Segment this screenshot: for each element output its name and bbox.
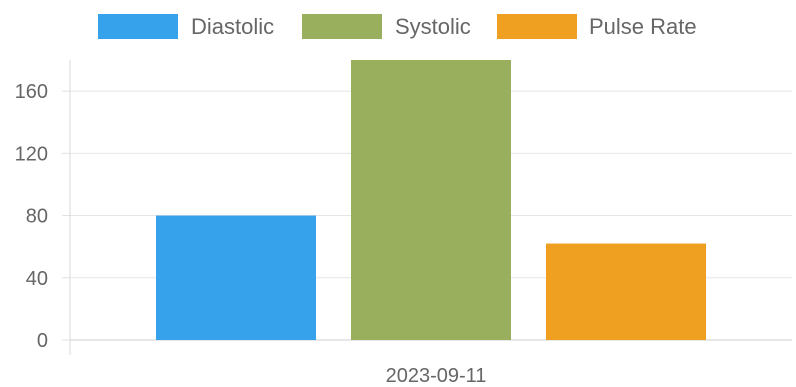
legend-swatch-diastolic[interactable] bbox=[98, 14, 178, 39]
bar-systolic[interactable] bbox=[351, 60, 511, 340]
bars bbox=[156, 60, 706, 340]
y-axis: 0 40 80 120 160 bbox=[15, 60, 71, 355]
legend-swatch-systolic[interactable] bbox=[302, 14, 382, 39]
legend-label-diastolic[interactable]: Diastolic bbox=[191, 14, 274, 39]
x-axis: 2023-09-11 bbox=[386, 365, 487, 387]
y-tick-label-160: 160 bbox=[15, 81, 48, 103]
y-tick-label-40: 40 bbox=[26, 268, 48, 290]
legend-label-pulse-rate[interactable]: Pulse Rate bbox=[589, 14, 697, 39]
bar-diastolic[interactable] bbox=[156, 215, 316, 340]
y-tick-label-0: 0 bbox=[37, 330, 48, 352]
legend-swatch-pulse-rate[interactable] bbox=[497, 14, 577, 39]
bar-pulse-rate[interactable] bbox=[546, 243, 706, 340]
legend: Diastolic Systolic Pulse Rate bbox=[98, 14, 697, 39]
y-tick-label-80: 80 bbox=[26, 206, 48, 228]
y-tick-label-120: 120 bbox=[15, 143, 48, 165]
x-category-label: 2023-09-11 bbox=[386, 365, 487, 387]
legend-label-systolic[interactable]: Systolic bbox=[395, 14, 471, 39]
